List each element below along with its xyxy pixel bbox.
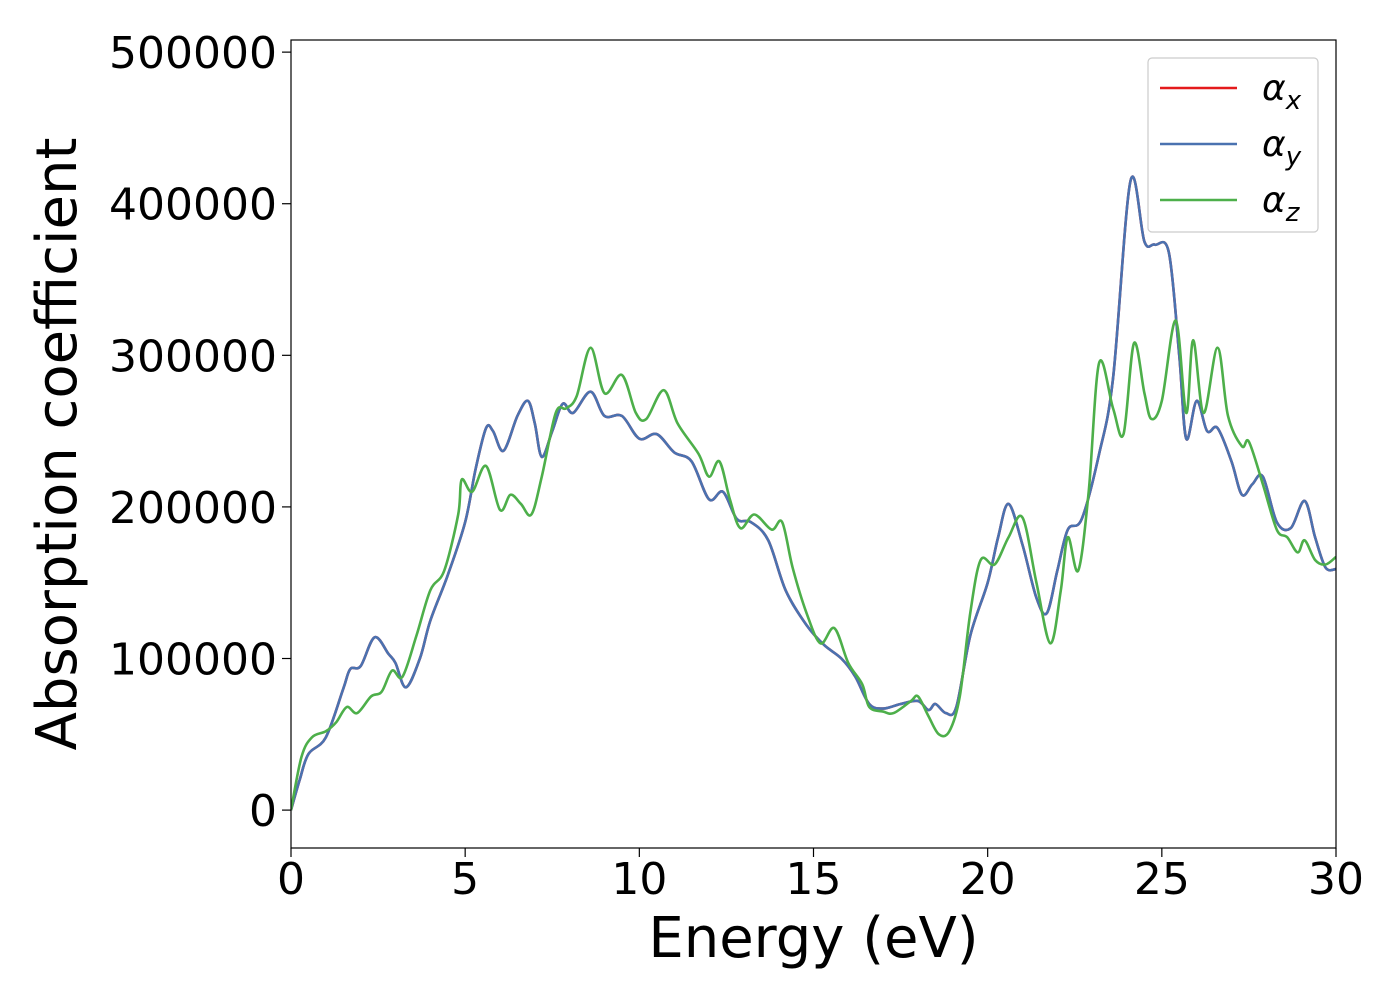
x-tick-label: 15 xyxy=(786,854,842,905)
legend-subscript: z xyxy=(1285,198,1301,228)
x-tick-label: 30 xyxy=(1308,854,1364,905)
y-tick-label: 500000 xyxy=(109,28,277,79)
y-tick-label: 300000 xyxy=(109,331,277,382)
series-line xyxy=(291,319,1336,811)
y-axis-label: Absorption coefficient xyxy=(25,138,90,751)
legend-subscript: x xyxy=(1285,86,1302,116)
x-axis-label: Energy (eV) xyxy=(648,906,978,971)
x-tick-label: 10 xyxy=(611,854,667,905)
x-tick-label: 20 xyxy=(960,854,1016,905)
y-tick-label: 200000 xyxy=(109,483,277,534)
series-line xyxy=(291,175,1336,811)
x-tick-label: 25 xyxy=(1134,854,1190,905)
x-tick-label: 5 xyxy=(451,854,479,905)
plot-lines xyxy=(291,175,1336,811)
y-tick-label: 0 xyxy=(249,786,277,837)
x-tick-label: 0 xyxy=(277,854,305,905)
legend-label: αz xyxy=(1262,180,1301,228)
series-line xyxy=(291,175,1336,811)
legend-subscript: y xyxy=(1285,142,1302,172)
y-tick-label: 400000 xyxy=(109,180,277,231)
y-tick-label: 100000 xyxy=(109,635,277,686)
